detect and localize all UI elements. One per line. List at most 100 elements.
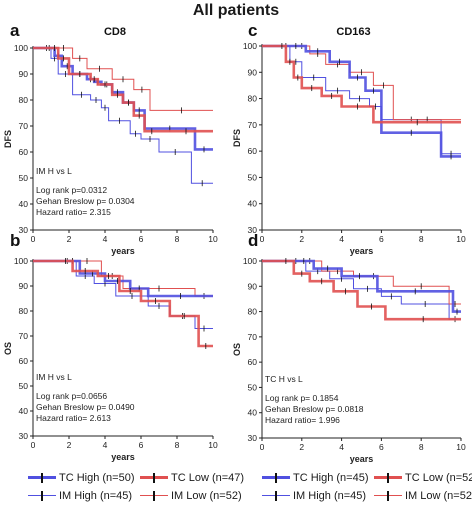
stats-annotation-line: Hazard ratio= 1.996 <box>265 415 340 425</box>
x-tick-label: 6 <box>379 234 384 244</box>
legend-item: IM Low (n=52) <box>374 490 472 502</box>
x-tick-label: 8 <box>419 234 424 244</box>
survival-curve-0 <box>262 44 461 158</box>
y-tick-label: 100 <box>243 256 257 266</box>
legend-label: IM High (n=45) <box>59 490 133 502</box>
y-tick-label: 30 <box>19 431 29 441</box>
y-axis-label: OS <box>3 342 13 355</box>
y-tick-label: 70 <box>19 121 29 131</box>
survival-curve-1 <box>33 259 213 348</box>
y-tick-label: 100 <box>243 41 257 51</box>
x-tick-label: 0 <box>260 442 265 452</box>
stats-annotation-line: Log rank p=0.0656 <box>36 391 107 401</box>
legend-item: IM High (n=45) <box>262 490 366 502</box>
x-axis-label: years <box>111 452 135 462</box>
legend-swatch-icon <box>140 491 168 501</box>
survival-curve-3 <box>262 260 461 305</box>
x-tick-label: 10 <box>208 234 218 244</box>
stats-annotation-line: Log rank p=0.0312 <box>36 185 107 195</box>
legend-item: IM Low (n=52) <box>140 490 242 502</box>
stats-annotation-line: IM H vs L <box>36 372 72 382</box>
y-tick-label: 60 <box>248 357 258 367</box>
y-axis-label: DFS <box>232 129 242 147</box>
x-tick-label: 0 <box>31 440 36 450</box>
x-tick-label: 4 <box>339 234 344 244</box>
legend-label: TC High (n=45) <box>293 472 369 484</box>
survival-curve-0 <box>33 259 213 298</box>
figure-title: All patients <box>192 2 280 19</box>
x-tick-label: 4 <box>103 234 108 244</box>
x-axis-label: years <box>350 454 374 464</box>
legend-label: TC High (n=50) <box>59 472 135 484</box>
legend-label: TC Low (n=52) <box>405 472 472 484</box>
x-tick-label: 6 <box>139 440 144 450</box>
x-tick-label: 0 <box>31 234 36 244</box>
legend-swatch-icon <box>140 473 168 483</box>
x-tick-label: 6 <box>139 234 144 244</box>
legend-swatch-icon <box>28 473 56 483</box>
x-tick-label: 2 <box>299 442 304 452</box>
legend-label: IM Low (n=52) <box>171 490 242 502</box>
y-tick-label: 50 <box>19 381 29 391</box>
y-tick-label: 80 <box>19 95 29 105</box>
stats-annotation-line: Hazard ratio= 2.613 <box>36 413 111 423</box>
survival-curve-1 <box>262 44 461 124</box>
y-tick-label: 40 <box>248 408 258 418</box>
legend-swatch-icon <box>262 491 290 501</box>
x-axis-label: years <box>111 246 135 256</box>
y-tick-label: 60 <box>19 356 29 366</box>
x-tick-label: 4 <box>339 442 344 452</box>
x-tick-label: 8 <box>175 440 180 450</box>
survival-curve-1 <box>33 46 213 133</box>
y-tick-label: 80 <box>19 306 29 316</box>
y-tick-label: 40 <box>19 406 29 416</box>
y-tick-label: 60 <box>19 147 29 157</box>
x-tick-label: 10 <box>456 234 466 244</box>
legend-item: TC High (n=50) <box>28 472 135 484</box>
y-tick-label: 90 <box>19 281 29 291</box>
y-tick-label: 50 <box>248 172 258 182</box>
legend-left: TC High (n=50) TC Low (n=47) IM High (n=45… <box>28 472 244 506</box>
stats-annotation-line: TC H vs L <box>265 374 303 384</box>
stats-annotation-line: Gehan Breslow p= 0.0490 <box>36 402 135 412</box>
legend-item: TC Low (n=47) <box>140 472 244 484</box>
y-tick-label: 70 <box>248 120 258 130</box>
y-tick-label: 50 <box>248 382 258 392</box>
y-tick-label: 30 <box>248 433 258 443</box>
y-tick-label: 90 <box>248 281 258 291</box>
survival-curve-2 <box>262 260 461 320</box>
stats-annotation-line: Log rank p= 0.1854 <box>265 393 339 403</box>
x-tick-label: 2 <box>299 234 304 244</box>
legend-swatch-icon <box>374 473 402 483</box>
stats-annotation-line: Gehan Breslow p= 0.0304 <box>36 196 135 206</box>
y-tick-label: 30 <box>19 225 29 235</box>
x-tick-label: 6 <box>379 442 384 452</box>
x-tick-label: 10 <box>456 442 466 452</box>
legend-right: TC High (n=45) TC Low (n=52) IM High (n=45… <box>262 472 472 506</box>
y-tick-label: 100 <box>14 256 28 266</box>
y-tick-label: 80 <box>248 307 258 317</box>
panel-label-d: d <box>248 231 258 250</box>
x-axis-label: years <box>350 246 374 256</box>
y-tick-label: 80 <box>248 94 258 104</box>
y-tick-label: 90 <box>19 69 29 79</box>
x-tick-label: 0 <box>260 234 265 244</box>
legend-label: IM Low (n=52) <box>405 490 472 502</box>
survival-curve-3 <box>33 260 213 297</box>
panel-label-a: a <box>10 21 20 40</box>
y-tick-label: 60 <box>248 146 258 156</box>
survival-curve-3 <box>33 47 213 111</box>
legend-item: TC Low (n=52) <box>374 472 472 484</box>
legend-label: IM High (n=45) <box>293 490 367 502</box>
y-tick-label: 30 <box>248 225 258 235</box>
y-axis-label: DFS <box>3 130 13 148</box>
legend-swatch-icon <box>262 473 290 483</box>
panel-label-b: b <box>10 231 20 250</box>
panel-subtitle: CD163 <box>336 26 370 38</box>
x-tick-label: 2 <box>67 440 72 450</box>
stats-annotation-line: Gehan Breslow p= 0.0818 <box>265 404 364 414</box>
stats-annotation-line: IM H vs L <box>36 166 72 176</box>
legend-label: TC Low (n=47) <box>171 472 245 484</box>
